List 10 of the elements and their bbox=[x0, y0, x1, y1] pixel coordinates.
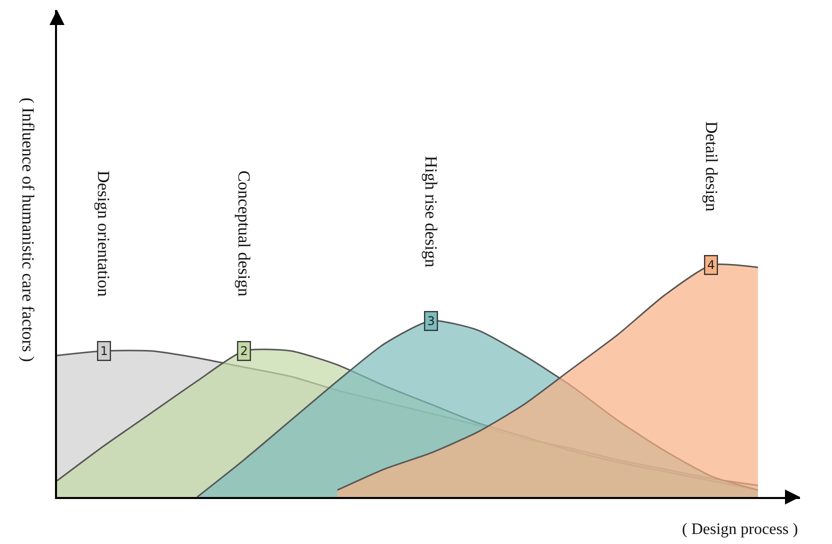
text: Conceptual design bbox=[234, 170, 254, 298]
y-axis-title: ( Influence of humanistic care factors ) bbox=[18, 98, 38, 362]
text: Detail design bbox=[702, 121, 721, 212]
annotation: 4 bbox=[707, 258, 715, 272]
annotation: 2 bbox=[240, 344, 248, 358]
annotation: 3 bbox=[427, 314, 435, 328]
text: Design orientation bbox=[94, 170, 114, 298]
annotation: 1 bbox=[100, 344, 108, 358]
x-axis-title: ( Design process ) bbox=[682, 521, 798, 538]
text: High rise design bbox=[422, 156, 441, 268]
